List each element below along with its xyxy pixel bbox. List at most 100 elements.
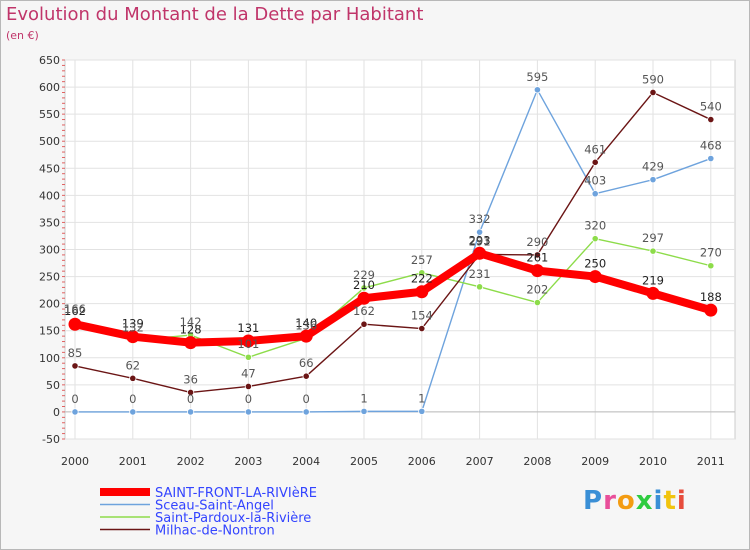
data-label: 257 [411,253,433,267]
data-point [244,382,252,391]
chart-title: Evolution du Montant de la Dette par Hab… [6,4,424,25]
y-tick-label: 600 [39,81,60,94]
data-label: 290 [526,235,548,249]
series-line [71,249,715,347]
data-label: 231 [469,267,491,281]
data-point [707,154,715,163]
data-label: 85 [68,346,83,360]
y-tick-label: 450 [39,162,60,175]
series-milhac-de-nontron [71,88,715,397]
x-tick-label: 2002 [177,455,205,468]
y-tick-label: 0 [53,406,60,419]
data-point [244,353,252,361]
series-saint-front-la-rivi-re [68,246,718,350]
y-tick-label: 250 [39,271,60,284]
data-point [591,158,599,166]
data-label: 132 [122,320,144,334]
x-tick-label: 2004 [292,455,320,468]
x-tick-label: 2011 [697,455,725,468]
data-label: 0 [187,392,194,406]
legend-label: SAINT-FRONT-LA-RIVIèRE [155,486,317,501]
data-label: 166 [64,302,86,316]
x-tick-label: 2010 [639,455,667,468]
series-line [74,91,712,394]
data-label: 162 [64,304,86,318]
data-point [360,284,368,292]
data-label: 131 [237,321,259,335]
data-label: 154 [411,309,433,323]
data-label: 320 [584,219,606,233]
data-label: 0 [129,392,136,406]
series-sceau-saint-angel [71,86,715,416]
data-label: 66 [299,356,314,370]
data-label: 210 [353,278,375,292]
data-point [71,408,79,416]
data-point [302,408,310,416]
x-tick-label: 2005 [350,455,378,468]
y-tick-label: 150 [39,325,60,338]
proxiti-logo: Proxiti [583,486,687,516]
y-tick-label: 350 [39,216,60,229]
data-point [129,408,137,416]
data-point [187,388,195,397]
data-point [646,286,660,300]
legend-label: Saint-Pardoux-la-Rivière [155,511,311,526]
x-tick-label: 2001 [119,455,147,468]
data-point [649,247,657,255]
data-point [707,262,715,270]
data-label: 229 [353,268,375,282]
data-label: 142 [180,315,202,329]
data-label: 0 [303,392,310,406]
y-tick-label: 400 [39,189,60,202]
x-tick-label: 2007 [466,455,494,468]
data-label: 62 [125,358,140,372]
data-point [360,407,368,415]
data-point [68,317,82,331]
data-label: 297 [642,231,664,245]
data-label: 188 [700,290,722,304]
data-label: 136 [295,318,317,332]
y-tick-label: 650 [39,54,60,67]
x-tick-label: 2008 [523,455,551,468]
y-tick-label: 500 [39,135,60,148]
data-point [473,246,487,260]
data-point [71,362,79,370]
data-point [533,86,542,94]
data-label: 429 [642,160,664,174]
data-label: 36 [183,372,198,386]
y-tick-label: 100 [39,352,60,365]
chart-unit: (en €) [6,29,39,42]
data-point [415,285,429,299]
data-label: 140 [295,316,317,330]
data-point [299,329,313,343]
data-point [591,190,599,198]
data-label: 590 [642,72,664,86]
data-label: 0 [245,392,252,406]
data-point [187,408,195,416]
data-point [588,270,602,284]
data-label: 250 [584,257,606,271]
series-line [74,237,712,358]
data-label: 270 [700,246,722,260]
legend-label: Sceau-Saint-Angel [155,499,274,514]
data-point [184,336,198,350]
data-point [357,291,371,305]
x-tick-label: 2003 [234,455,262,468]
data-label: 101 [237,337,259,351]
y-tick-label: 50 [46,379,60,392]
legend-label: Milhac-de-Nontron [155,524,275,539]
data-label: 0 [71,392,78,406]
data-label: 1 [418,391,425,405]
data-label: 293 [469,233,491,247]
data-label: 403 [584,174,606,188]
data-label: 332 [469,212,491,226]
data-point [649,88,657,97]
data-label: 595 [526,70,548,84]
data-label: 139 [122,317,144,331]
data-point [418,407,426,415]
data-point [126,330,140,344]
data-point [533,298,542,307]
data-label: 128 [180,323,202,337]
data-label: 47 [241,366,256,380]
x-tick-label: 2006 [408,455,436,468]
